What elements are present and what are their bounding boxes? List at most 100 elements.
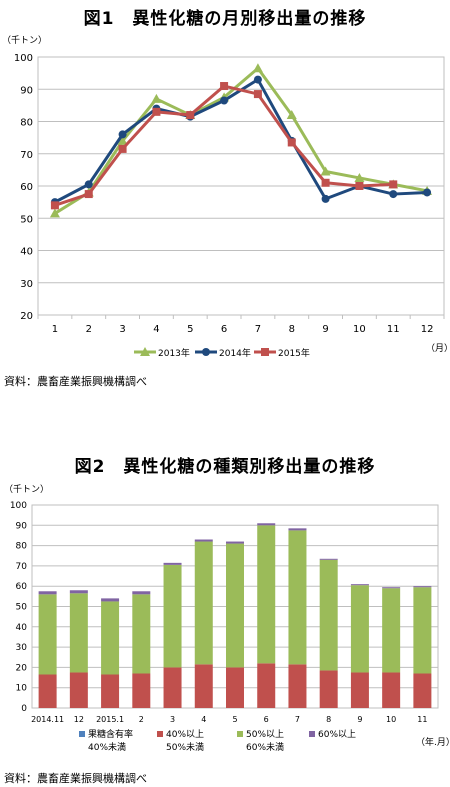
chart2-bar-segment (163, 667, 182, 708)
chart2-bar-segment (132, 673, 151, 708)
chart2-bar-segment (101, 601, 120, 675)
chart1-data-point (84, 190, 93, 199)
chart2-bar-segment (288, 528, 307, 531)
chart2-x-tick-label: 2 (139, 715, 144, 724)
chart2-bar-segment (319, 670, 338, 708)
chart1-x-tick-label: 8 (289, 324, 295, 335)
chart2-legend-swatch (157, 731, 163, 737)
chart1-data-point (117, 135, 128, 145)
chart2-y-tick-label: 40 (16, 623, 28, 633)
chart2-bar-segment (163, 562, 182, 565)
chart1-data-point (151, 93, 162, 103)
chart1-y-unit: （千トン） (2, 35, 47, 46)
chart2-legend-label-line1: 60%以上 (318, 729, 356, 740)
chart2-bar-segment (288, 530, 307, 665)
chart1-data-point (152, 107, 161, 116)
chart2-y-unit: （千トン） (4, 484, 49, 495)
chart1-data-point (286, 110, 297, 120)
chart2-bar-segment (319, 558, 338, 560)
chart2-y-tick-label: 10 (16, 684, 28, 694)
chart1-x-tick-label: 3 (119, 324, 125, 335)
chart1-series-0 (49, 63, 433, 218)
chart1-y-tick-label: 20 (20, 311, 33, 322)
chart2-bar-segment (257, 525, 276, 664)
chart1-x-unit: （月） (426, 343, 450, 354)
chart2-x-tick-label: 5 (232, 715, 237, 724)
chart2-bar-segment (38, 594, 57, 675)
chart1-data-point (84, 180, 93, 189)
chart1-data-point (220, 82, 229, 91)
chart2-legend-label-line2: 40%未満 (88, 741, 126, 753)
chart2-legend-label-line1: 40%以上 (166, 729, 204, 740)
chart1-x-tick-label: 1 (52, 324, 58, 335)
chart2-bar-segment (350, 672, 369, 708)
chart2-legend-swatch (237, 731, 243, 737)
chart1-y-tick-label: 80 (20, 118, 33, 129)
chart2-y-tick-label: 100 (10, 501, 27, 511)
chart2-x-tick-label: 6 (264, 715, 269, 724)
chart2-bar-segment (38, 591, 57, 595)
chart2-bar-segment (69, 672, 88, 708)
chart2-x-tick-label: 12 (74, 715, 84, 724)
chart1-legend-label: 2013年 (158, 347, 190, 359)
chart2-x-tick-label: 9 (357, 715, 362, 724)
chart2-bar-segment (69, 593, 88, 673)
chart2-bar-segment (413, 673, 432, 708)
chart1-legend-marker (140, 347, 150, 356)
chart2-y-tick-label: 0 (21, 704, 27, 714)
chart1-data-point (118, 144, 127, 153)
chart1-data-point (321, 194, 330, 203)
chart2-bar-segment (101, 674, 120, 708)
chart2-y-tick-label: 90 (16, 521, 28, 531)
chart1-line-chart: （千トン） （月） 2013年 2014年 2015年 20 30 40 50 60 70 80… (2, 35, 450, 359)
chart2-y-tick-label: 80 (16, 542, 28, 552)
chart2-bar-segment (226, 667, 244, 708)
chart2-bar-segment (194, 664, 213, 708)
chart1-legend-label: 2015年 (278, 347, 310, 359)
chart1-y-tick-label: 90 (20, 85, 33, 96)
chart1-y-tick-label: 50 (20, 214, 33, 225)
chart2-bar-segment (194, 541, 213, 665)
chart1-series-line (54, 66, 428, 215)
chart2-bar-segment (413, 586, 432, 588)
chart2-x-tick-label: 7 (295, 715, 300, 724)
chart1-data-point (321, 178, 330, 187)
chart2-legend-label-line2: 50%未満 (166, 741, 204, 753)
chart2-bar-segment (413, 587, 432, 674)
chart2-x-tick-label: 3 (170, 715, 175, 724)
chart2-legend-label-line2: 60%未満 (246, 741, 284, 753)
chart2-bar-segment (382, 588, 401, 673)
chart2-bar-segment (226, 541, 244, 544)
chart2-bar-segment (132, 591, 151, 595)
chart2-y-tick-label: 20 (16, 663, 28, 673)
chart1-data-point (253, 75, 262, 84)
chart2-legend-label-line1: 50%以上 (246, 729, 284, 740)
chart1-series-line (54, 78, 428, 204)
chart2-x-tick-label: 2015.1 (96, 715, 124, 724)
chart2-y-tick-label: 30 (16, 643, 28, 653)
chart1-data-point (220, 96, 229, 105)
chart2-bar-segment (382, 587, 401, 589)
chart1-data-point (354, 172, 365, 182)
chart1-y-tick-label: 30 (20, 279, 33, 290)
chart2-y-tick-label: 60 (16, 582, 28, 592)
chart1-data-point (287, 138, 296, 147)
chart1-data-point (355, 182, 364, 190)
chart1-legend-marker (202, 348, 210, 356)
chart2-bar-segment (257, 663, 276, 708)
chart1-x-tick-label: 10 (353, 324, 366, 335)
chart1-x-tick-label: 12 (421, 324, 434, 335)
chart1-y-tick-label: 60 (20, 182, 33, 193)
chart2-x-tick-label: 10 (386, 715, 396, 724)
chart1-source: 資料：農畜産業振興機構調べ (4, 375, 147, 388)
chart1-data-point (252, 63, 263, 73)
chart1-x-tick-label: 7 (255, 324, 261, 335)
chart1-legend-marker (261, 348, 269, 356)
chart1-data-point (423, 188, 432, 197)
chart2-bar-segment (101, 598, 120, 602)
chart2-bar-segment (194, 539, 213, 542)
chart2-x-tick-label: 8 (326, 715, 331, 724)
chart1-series-2 (50, 82, 398, 210)
chart2-bar-segment (319, 559, 338, 671)
chart1-data-point (389, 190, 398, 199)
